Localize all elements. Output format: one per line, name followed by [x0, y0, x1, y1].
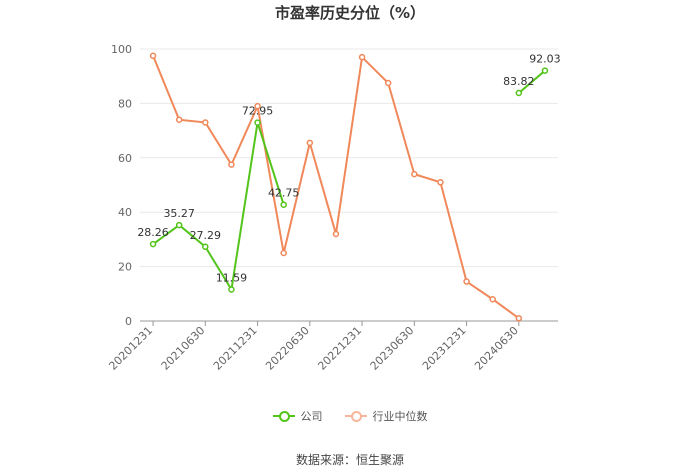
industry-series-line — [152, 55, 520, 320]
company-data-point — [149, 240, 157, 248]
company-data-label: 92.03 — [529, 53, 561, 66]
legend-industry-marker — [344, 410, 367, 422]
legend-item-industry-median[interactable]: 行业中位数 — [344, 408, 428, 424]
industry-data-point — [332, 230, 340, 238]
data-source: 数据来源：恒生聚源 — [295, 453, 404, 467]
company-data-label: 27.29 — [190, 229, 222, 242]
company-data-label: 35.27 — [163, 207, 195, 220]
company-series-line — [152, 121, 285, 291]
industry-data-point — [463, 278, 470, 285]
series-layer — [149, 52, 549, 322]
industry-data-point — [437, 179, 444, 186]
x-tick-label: 20221231 — [315, 324, 364, 373]
company-data-point — [280, 201, 287, 208]
industry-data-point — [280, 249, 287, 257]
industry-data-point — [358, 53, 366, 61]
legend-industry-label: 行业中位数 — [372, 410, 428, 423]
company-series-line — [518, 69, 546, 94]
company-data-label: 83.82 — [503, 75, 535, 88]
x-tick-label: 20231231 — [420, 324, 469, 373]
chart-title: 市盈率历史分位（%） — [274, 4, 426, 22]
legend-item-company[interactable]: 公司 — [272, 408, 323, 424]
industry-data-point — [149, 52, 157, 60]
company-data-point — [254, 119, 261, 126]
y-tick-label: 0 — [125, 315, 132, 328]
x-tick-label: 20210630 — [159, 324, 208, 373]
industry-data-point — [306, 139, 314, 147]
company-data-label: 11.59 — [216, 271, 248, 284]
y-tick-label: 100 — [111, 43, 132, 56]
industry-data-point — [411, 170, 418, 178]
x-axis: 20201231 20210630 20211231 20220630 20221231… — [106, 320, 558, 373]
y-tick-label: 20 — [118, 261, 132, 274]
y-tick-label: 40 — [118, 206, 132, 219]
industry-data-point — [202, 119, 209, 126]
x-tick-label: 20211231 — [211, 324, 260, 373]
company-data-label: 42.75 — [268, 187, 300, 200]
company-data-point — [202, 243, 209, 251]
y-axis-ticks: 0 20 40 60 80 100 — [111, 43, 132, 328]
legend: 公司 行业中位数 — [0, 408, 700, 424]
industry-data-point — [228, 161, 235, 168]
y-tick-label: 60 — [118, 152, 132, 165]
x-tick-label: 20220630 — [263, 324, 312, 373]
company-data-point — [515, 89, 523, 97]
x-tick-label: 20201231 — [106, 324, 155, 373]
x-tick-label: 20240630 — [472, 324, 521, 373]
company-data-point — [541, 67, 549, 74]
grid-lines — [140, 48, 558, 268]
company-data-point — [228, 286, 235, 293]
company-data-label: 28.26 — [137, 226, 169, 239]
industry-data-point — [489, 295, 496, 303]
legend-company-label: 公司 — [300, 410, 323, 423]
industry-data-point — [254, 102, 261, 110]
industry-data-point — [515, 315, 523, 322]
data-labels: 28.26 35.27 27.29 11.59 72.95 42.75 83.82 92.03 — [137, 53, 560, 285]
legend-company-marker — [272, 410, 295, 422]
x-tick-label: 20230630 — [368, 324, 417, 373]
industry-data-point — [384, 79, 392, 87]
company-data-label: 72.95 — [242, 105, 274, 118]
company-data-point — [175, 221, 183, 229]
y-tick-label: 80 — [118, 97, 132, 110]
industry-data-point — [175, 116, 183, 123]
